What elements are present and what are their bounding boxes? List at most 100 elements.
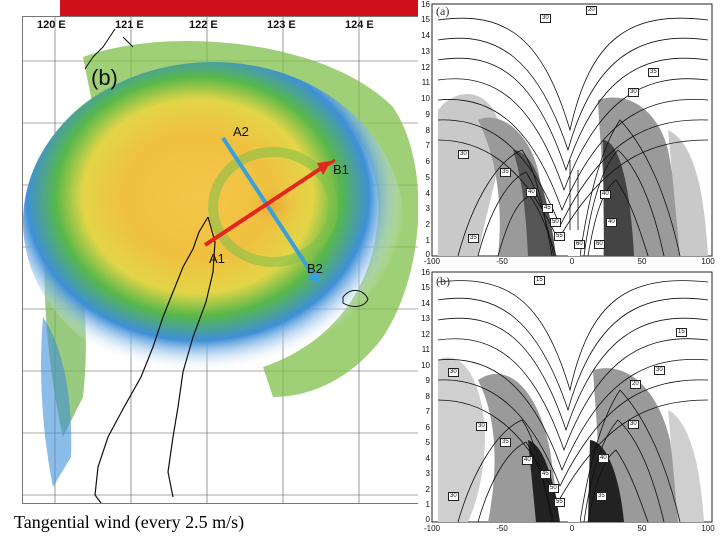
map-panel-label: (b) <box>91 65 118 90</box>
y-tick-a-14: 14 <box>421 31 430 40</box>
y-tick-b-11: 11 <box>421 345 430 354</box>
y-tick-a-8: 8 <box>425 126 430 135</box>
contour-label: 30 <box>448 368 459 377</box>
x-tick-b-n100: -100 <box>423 524 441 533</box>
contour-label: 55 <box>554 498 565 507</box>
line-a2-b2 <box>221 136 315 277</box>
contour-label: 35 <box>500 438 511 447</box>
contours-b <box>437 280 709 523</box>
line-a1-b1 <box>203 165 325 247</box>
x-tick-a-100: 100 <box>701 257 715 266</box>
y-tick-a-3: 3 <box>425 204 430 213</box>
cross-section-b-plot <box>431 271 713 523</box>
contour-label: 45 <box>542 204 553 213</box>
arrow-head-b2 <box>307 269 319 283</box>
contour-label: 30 <box>448 492 459 501</box>
contour-label: 40 <box>606 218 617 227</box>
point-label-b1: B1 <box>333 162 349 177</box>
y-tick-a-9: 9 <box>425 110 430 119</box>
x-tick-b-n50: -50 <box>496 524 508 533</box>
contour-label: 35 <box>648 68 659 77</box>
lon-label-122: 122 E <box>189 19 218 31</box>
point-label-b2: B2 <box>307 261 323 276</box>
radar-map-panel: 120 E 121 E 122 E 123 E 124 E (b) A2 B1 … <box>22 16 424 504</box>
y-tick-b-1: 1 <box>425 500 430 509</box>
y-tick-a-10: 10 <box>421 94 430 103</box>
x-tick-b-100: 100 <box>701 524 715 533</box>
contour-label: 40 <box>600 190 611 199</box>
y-tick-a-15: 15 <box>421 15 430 24</box>
contour-label: 35 <box>596 492 607 501</box>
contour-label: 20 <box>630 380 641 389</box>
coastline-taiwan <box>94 216 216 503</box>
y-tick-a-16: 16 <box>421 0 430 9</box>
x-tick-b-0: 0 <box>569 524 575 533</box>
contour-label: 40 <box>526 188 537 197</box>
contour-label: 55 <box>554 232 565 241</box>
island-outline <box>342 290 369 307</box>
cross-section-b: (b) 16 15 14 13 12 11 10 9 8 7 6 5 4 3 2… <box>418 268 720 540</box>
x-tick-b-50: 50 <box>637 524 647 533</box>
cross-section-a-plot <box>431 3 713 257</box>
y-tick-b-2: 2 <box>425 485 430 494</box>
contour-label: 45 <box>540 470 551 479</box>
contour-label: 60 <box>594 240 605 249</box>
y-tick-a-13: 13 <box>421 47 430 56</box>
y-tick-a-0: 0 <box>425 250 430 259</box>
lon-label-121: 121 E <box>115 19 144 31</box>
storm-eye <box>245 183 301 231</box>
y-tick-b-3: 3 <box>425 469 430 478</box>
contour-label: 60 <box>574 240 585 249</box>
y-tick-b-14: 14 <box>421 299 430 308</box>
contour-label: 40 <box>522 456 533 465</box>
cross-section-a: (a) 16 15 14 13 12 11 10 9 8 7 6 5 4 3 2… <box>418 0 720 270</box>
eyewall-ring <box>208 147 338 267</box>
lon-label-124: 124 E <box>345 19 374 31</box>
y-tick-a-11: 11 <box>421 78 430 87</box>
contour-label: 30 <box>628 88 639 97</box>
contour-label: 40 <box>598 454 609 463</box>
contour-label: 15 <box>676 328 687 337</box>
y-tick-b-4: 4 <box>425 454 430 463</box>
cross-section-b-tag: (b) <box>436 274 450 288</box>
contour-label: 30 <box>628 420 639 429</box>
y-tick-a-1: 1 <box>425 236 430 245</box>
y-tick-b-15: 15 <box>421 283 430 292</box>
y-tick-b-16: 16 <box>421 268 430 277</box>
contour-label: 50 <box>548 484 559 493</box>
contour-label: 30 <box>458 150 469 159</box>
x-tick-a-n100: -100 <box>423 257 441 266</box>
radar-map <box>23 17 423 503</box>
lon-label-123: 123 E <box>267 19 296 31</box>
cross-section-a-tag: (a) <box>436 4 450 18</box>
x-tick-a-n50: -50 <box>496 257 508 266</box>
y-tick-b-7: 7 <box>425 407 430 416</box>
contour-label: 30 <box>654 366 665 375</box>
contour-label: 50 <box>550 218 561 227</box>
lon-label-120: 120 E <box>37 19 66 31</box>
y-tick-b-0: 0 <box>425 515 430 524</box>
contour-label: 30 <box>476 422 487 431</box>
header-banner <box>60 0 420 21</box>
contour-label: 35 <box>468 234 479 243</box>
y-tick-a-2: 2 <box>425 220 430 229</box>
y-tick-b-12: 12 <box>421 330 430 339</box>
y-tick-b-8: 8 <box>425 392 430 401</box>
y-tick-b-10: 10 <box>421 361 430 370</box>
x-tick-a-50: 50 <box>637 257 647 266</box>
y-tick-a-4: 4 <box>425 189 430 198</box>
point-label-a1: A1 <box>209 251 225 266</box>
y-tick-b-9: 9 <box>425 376 430 385</box>
contour-label: 20 <box>586 6 597 15</box>
contour-label: 30 <box>540 14 551 23</box>
y-tick-b-13: 13 <box>421 314 430 323</box>
point-label-a2: A2 <box>233 124 249 139</box>
x-tick-a-0: 0 <box>569 257 575 266</box>
y-tick-a-12: 12 <box>421 63 430 72</box>
y-tick-a-7: 7 <box>425 141 430 150</box>
y-tick-b-6: 6 <box>425 423 430 432</box>
y-tick-a-5: 5 <box>425 173 430 182</box>
contour-label: 15 <box>534 276 545 285</box>
y-tick-b-5: 5 <box>425 438 430 447</box>
y-tick-a-6: 6 <box>425 157 430 166</box>
